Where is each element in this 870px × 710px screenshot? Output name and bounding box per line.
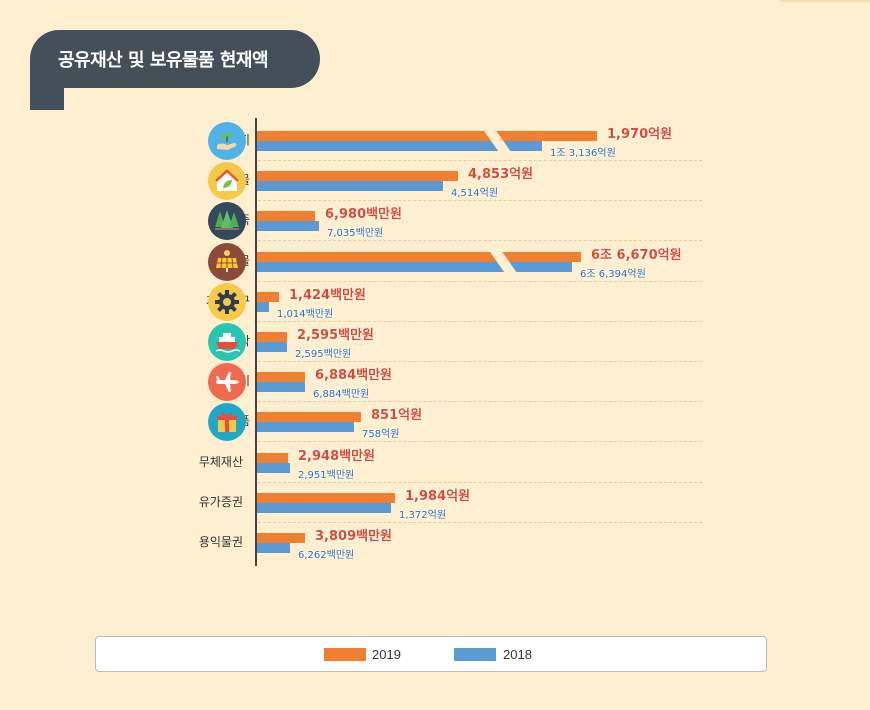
bar-2018: [257, 301, 269, 312]
row-separator: [258, 481, 702, 483]
bar-2019: [257, 291, 279, 302]
row-separator: [258, 361, 702, 362]
bar-2018: [257, 261, 572, 272]
bar-2019: [257, 131, 597, 141]
title-tab-fold: [30, 88, 64, 110]
data-label-2018: 1,372억원: [399, 509, 447, 521]
bar-2018: [257, 141, 542, 151]
category-axis-line: [255, 118, 257, 566]
legend-swatch-2018: [454, 648, 496, 661]
bar-2018: [257, 502, 391, 513]
data-label-2019: 2,948백만원: [298, 448, 376, 464]
data-label-2019: 6,980백만원: [325, 207, 403, 223]
row-separator: [258, 240, 702, 242]
bar-2019: [257, 171, 458, 182]
data-label-2018: 758억원: [362, 429, 400, 441]
category-label: 용익물권: [198, 535, 243, 549]
data-label-2018: 1,014백만원: [277, 308, 334, 320]
data-label-2018: 6,884백만원: [313, 389, 370, 401]
data-label-2019: 851억원: [371, 408, 423, 424]
solar-panel-icon: [208, 242, 246, 281]
data-label-2019: 6조 6,670억원: [591, 247, 682, 263]
chart-row: 무체재산 2,948백만원 2,951백만원: [0, 443, 870, 483]
ship-icon: [208, 323, 246, 361]
bar-2019: [257, 211, 315, 222]
category-label: 무체재산: [198, 454, 243, 469]
legend-label-2018: 2018: [503, 647, 532, 662]
gear-icon: [208, 282, 246, 321]
data-label-2018: 7,035백만원: [327, 228, 384, 240]
bar-2018: [257, 181, 443, 192]
data-label-2018: 2,951백만원: [298, 469, 355, 481]
row-separator: [258, 160, 702, 161]
data-label-2019: 2,595백만원: [297, 328, 375, 343]
legend-label-2019: 2019: [372, 647, 401, 662]
legend: 2019 2018: [95, 636, 767, 672]
chart-row: 유가증권 1,984억원 1,372억원: [0, 483, 870, 523]
data-label-2019: 3,809백만원: [315, 529, 393, 544]
chart-row: 물품851억원758억원: [0, 402, 870, 443]
data-label-2018: 2,595백만원: [295, 349, 352, 360]
house-leaf-icon: [208, 162, 246, 201]
bar-2018: [257, 221, 319, 232]
top-decorative-line: [780, 0, 870, 2]
row-separator: [258, 401, 702, 403]
gift-box-icon: [208, 403, 246, 442]
row-separator: [258, 280, 702, 282]
data-label-2018: 1조 3,136억원: [550, 148, 616, 159]
data-label-2019: 1,424백만원: [289, 287, 367, 303]
data-label-2018: 6,262백만원: [298, 550, 355, 561]
data-label-2018: 6조 6,394억원: [580, 268, 646, 280]
page-title: 공유재산 및 보유물품 현재액: [58, 50, 269, 71]
bar-2019: [257, 452, 288, 463]
row-separator: [258, 521, 702, 523]
bar-2018: [257, 462, 290, 473]
title-tab: [30, 30, 320, 88]
bar-2019: [257, 251, 581, 262]
bar-2019: [257, 412, 361, 423]
legend-swatch-2019: [324, 648, 366, 661]
row-separator: [258, 441, 702, 443]
data-label-2019: 1,970억원: [607, 127, 673, 142]
bar-2018: [257, 342, 287, 352]
airplane-icon: [208, 363, 246, 402]
data-label-2019: 6,884백만원: [315, 368, 393, 384]
row-separator: [258, 320, 702, 322]
land-hand-sprout-icon: [208, 122, 246, 160]
bar-2019: [257, 492, 395, 503]
data-label-2019: 4,853억원: [468, 167, 534, 183]
bar-2019: [257, 533, 305, 543]
category-label: 유가증권: [198, 494, 243, 509]
data-label-2019: 1,984억원: [405, 488, 471, 504]
chart-row: 용익물권 3,809백만원 6,262백만원: [0, 523, 870, 563]
bar-2018: [257, 422, 354, 433]
bar-2018: [257, 382, 305, 393]
bar-2019: [257, 372, 305, 383]
row-separator: [258, 200, 702, 202]
data-label-2018: 4,514억원: [451, 188, 499, 200]
forest-trees-icon: [208, 202, 246, 241]
bar-2019: [257, 332, 287, 342]
bar-2018: [257, 543, 290, 553]
